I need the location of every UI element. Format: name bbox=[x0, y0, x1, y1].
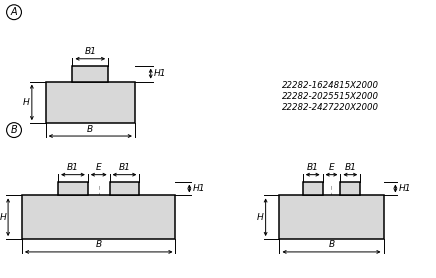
Text: H1: H1 bbox=[399, 184, 411, 193]
Text: B: B bbox=[95, 240, 102, 249]
Text: H1: H1 bbox=[154, 69, 166, 78]
Text: B1: B1 bbox=[119, 163, 130, 172]
Text: B1: B1 bbox=[67, 163, 79, 172]
Bar bbox=[303, 182, 323, 195]
Text: B: B bbox=[10, 125, 17, 135]
Text: B1: B1 bbox=[84, 47, 96, 56]
Bar bbox=[279, 195, 384, 239]
Text: 22282-1624815X2000: 22282-1624815X2000 bbox=[282, 81, 378, 90]
Text: H: H bbox=[23, 98, 30, 107]
Text: H: H bbox=[257, 213, 264, 222]
Text: E: E bbox=[329, 163, 334, 172]
Text: B1: B1 bbox=[307, 163, 319, 172]
Text: A: A bbox=[11, 7, 17, 17]
Bar bbox=[109, 182, 140, 195]
Text: H: H bbox=[0, 213, 6, 222]
Text: B: B bbox=[328, 240, 334, 249]
Text: 22282-2025515X2000: 22282-2025515X2000 bbox=[282, 92, 378, 101]
Bar bbox=[341, 182, 360, 195]
Text: H1: H1 bbox=[192, 184, 205, 193]
Text: E: E bbox=[96, 163, 102, 172]
Bar bbox=[46, 81, 135, 123]
Text: 22282-2427220X2000: 22282-2427220X2000 bbox=[282, 103, 378, 112]
Text: B: B bbox=[87, 125, 93, 133]
Bar bbox=[22, 195, 175, 239]
Bar bbox=[72, 66, 108, 81]
Text: B1: B1 bbox=[344, 163, 356, 172]
Bar bbox=[58, 182, 88, 195]
